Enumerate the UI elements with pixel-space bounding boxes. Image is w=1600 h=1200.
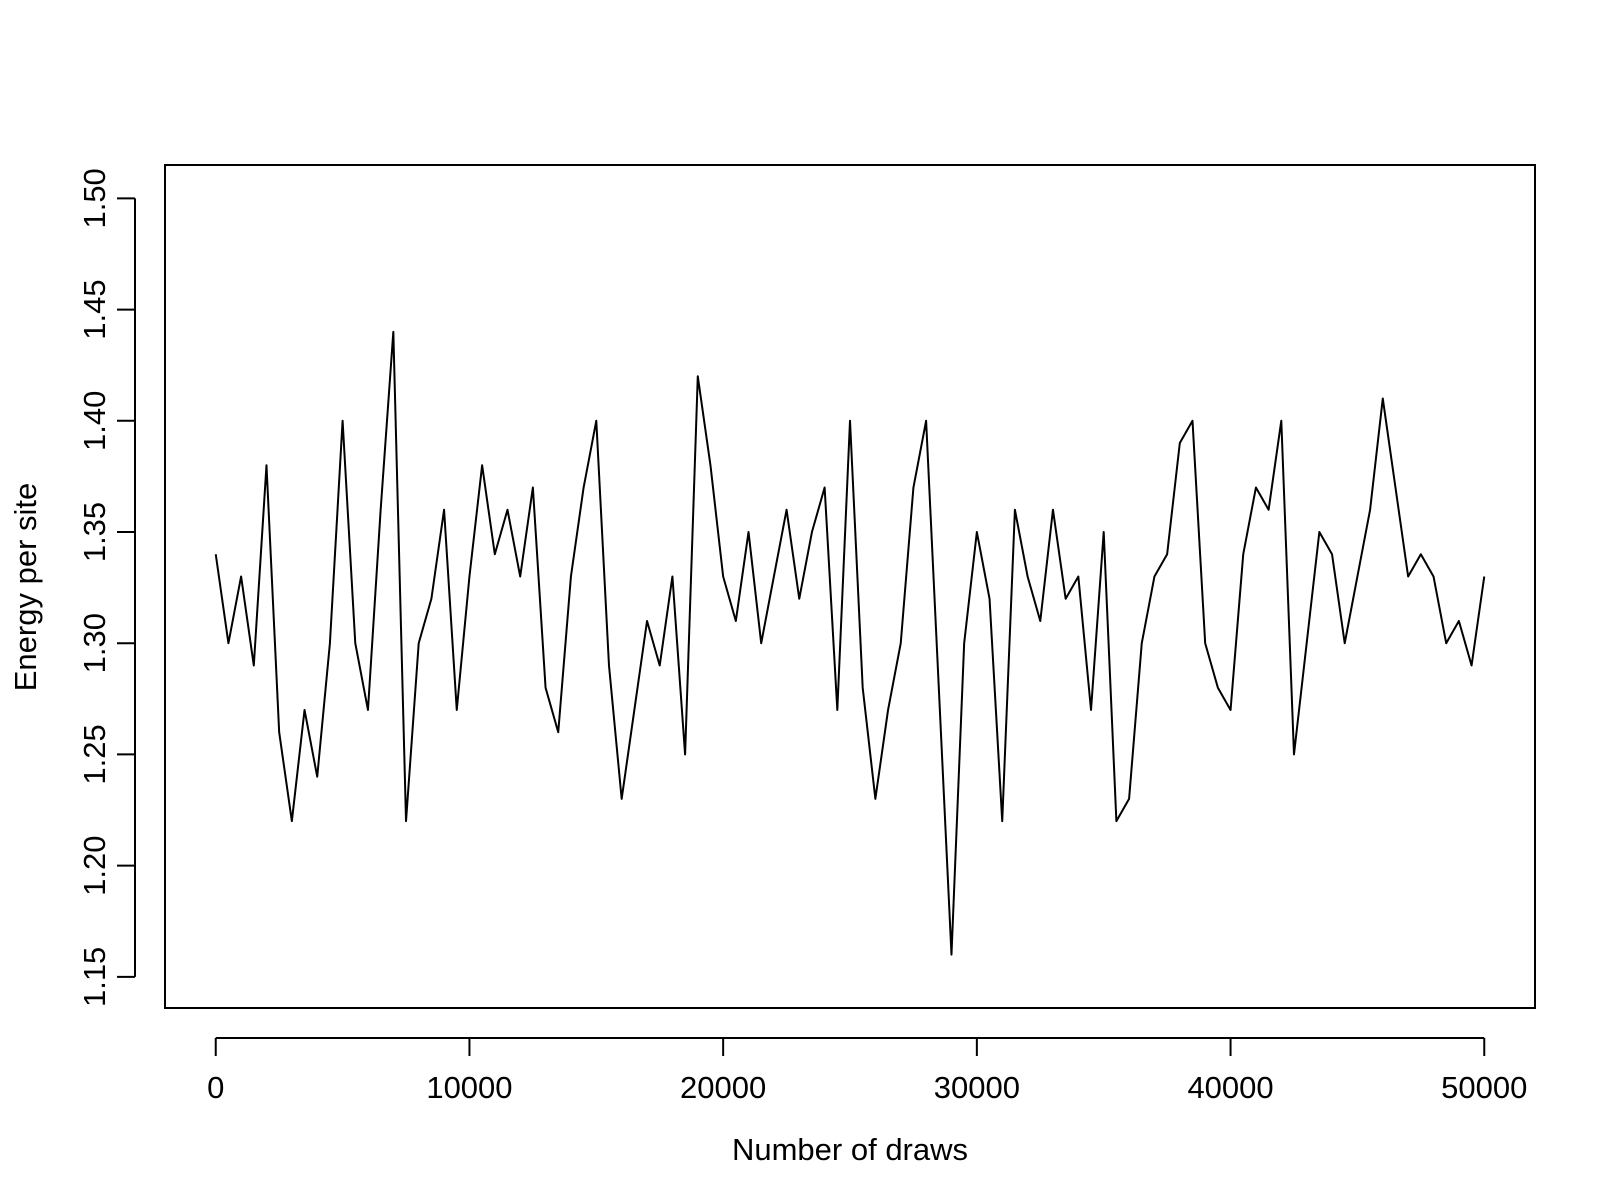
y-tick-label: 1.25 [77,724,112,784]
x-tick-label: 0 [207,1070,224,1105]
x-tick-label: 20000 [680,1070,766,1105]
x-tick-label: 50000 [1441,1070,1527,1105]
y-tick-label: 1.15 [77,947,112,1007]
y-tick-label: 1.40 [77,391,112,451]
x-tick-label: 30000 [934,1070,1020,1105]
x-tick-label: 10000 [426,1070,512,1105]
y-tick-label: 1.50 [77,168,112,228]
y-tick-label: 1.20 [77,835,112,895]
trace-line [214,330,1486,956]
x-axis-label: Number of draws [732,1132,968,1167]
x-tick-label: 40000 [1187,1070,1273,1105]
y-axis-label: Energy per site [8,483,43,692]
y-tick-label: 1.30 [77,613,112,673]
y-tick-label: 1.45 [77,279,112,339]
plot-frame [164,164,1536,1009]
y-tick-label: 1.35 [77,502,112,562]
